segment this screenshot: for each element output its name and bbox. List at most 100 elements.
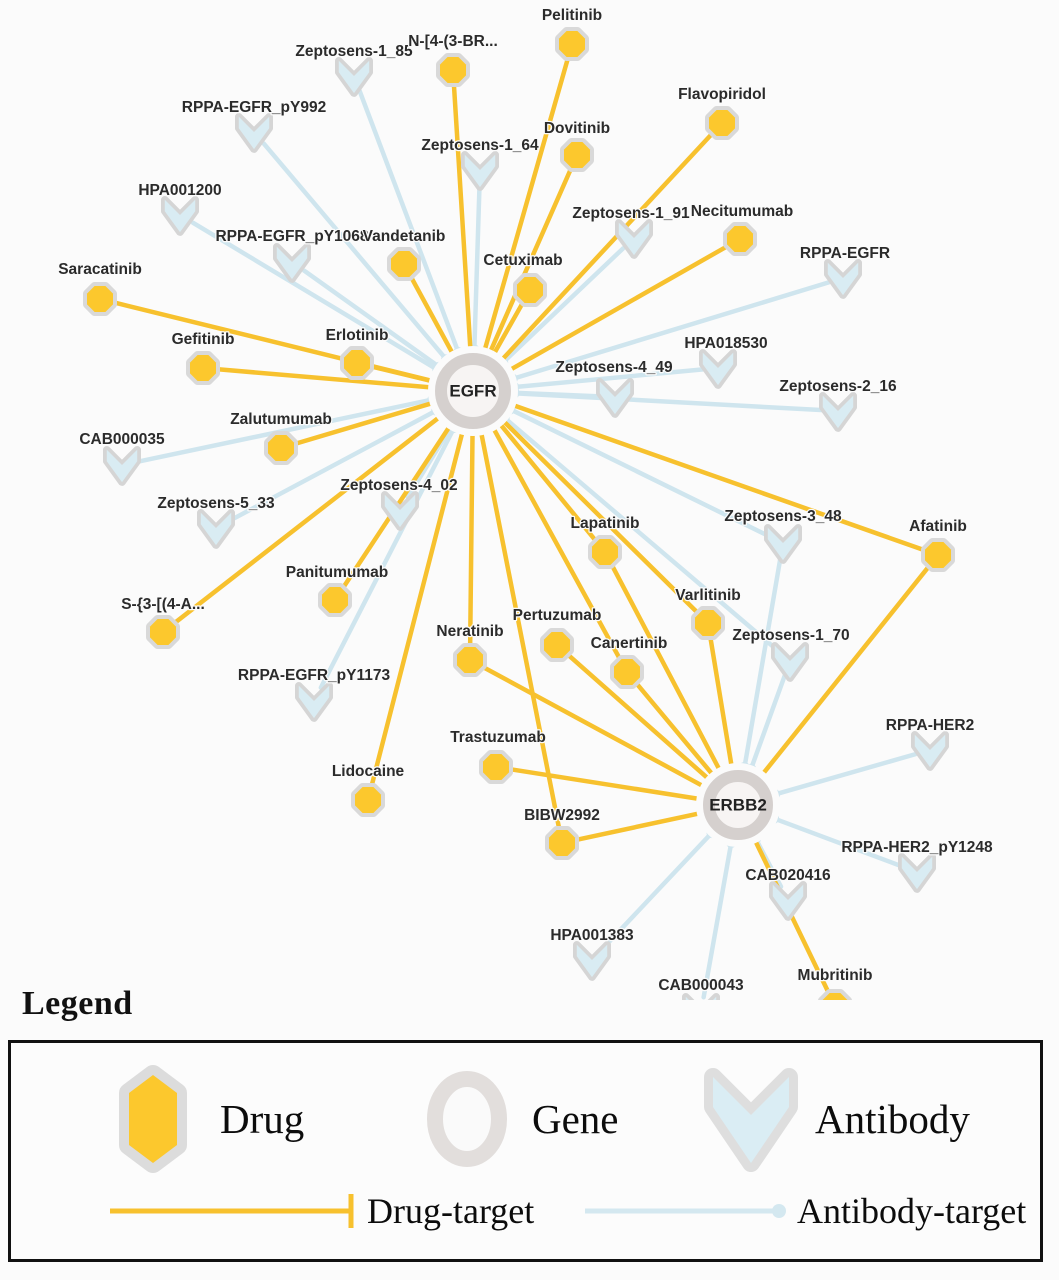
drug-node[interactable] <box>391 251 417 277</box>
antibody-node[interactable] <box>828 263 858 295</box>
drug-node[interactable] <box>564 142 590 168</box>
drug-node-label: Lapatinib <box>571 515 640 532</box>
graph-edge <box>490 424 623 662</box>
drug-octagon-icon <box>119 1065 187 1173</box>
antibody-node[interactable] <box>465 155 495 187</box>
drug-node[interactable] <box>87 286 113 312</box>
drug-node[interactable] <box>190 355 216 381</box>
antibody-node-label: RPPA-EGFR <box>800 245 890 262</box>
drug-node[interactable] <box>544 632 570 658</box>
drug-node[interactable] <box>517 277 543 303</box>
drug-node-label: Mubritinib <box>798 967 873 984</box>
antibody-node[interactable] <box>299 686 329 718</box>
antibody-node[interactable] <box>165 200 195 232</box>
antibody-node-label: HPA001200 <box>138 182 221 199</box>
drug-node[interactable] <box>355 787 381 813</box>
antibody-node[interactable] <box>902 857 932 889</box>
legend-item-antibody-target: Antibody-target <box>581 1188 1026 1234</box>
drug-node[interactable] <box>695 610 721 636</box>
antibody-node[interactable] <box>600 382 630 414</box>
legend-label-antibody: Antibody <box>815 1096 970 1142</box>
antibody-node-label: RPPA-HER2 <box>886 717 974 734</box>
legend-title: Legend <box>22 985 133 1022</box>
graph-edge <box>501 415 781 654</box>
drug-node[interactable] <box>322 587 348 613</box>
drug-node[interactable] <box>925 542 951 568</box>
drug-node[interactable] <box>344 350 370 376</box>
legend-label-drug: Drug <box>220 1096 305 1142</box>
gene-node[interactable] <box>435 353 511 429</box>
legend-box: Drug Gene Antibody <box>8 1040 1043 1262</box>
antibody-node[interactable] <box>823 396 853 428</box>
graph-edge <box>511 367 706 390</box>
graph-edge <box>506 244 730 373</box>
drug-node[interactable] <box>268 435 294 461</box>
gene-circle-icon <box>427 1071 507 1167</box>
graph-edge <box>500 246 626 366</box>
graph-edge <box>574 810 704 843</box>
antibody-node[interactable] <box>915 735 945 767</box>
drug-node-label: Afatinib <box>909 518 967 535</box>
antibody-node-label: Zeptosens-1_85 <box>295 43 413 60</box>
graph-edge <box>480 664 707 790</box>
drug-node-label: Flavopiridol <box>678 86 766 103</box>
legend-item-gene: Gene <box>416 1063 619 1175</box>
drug-node-label: Neratinib <box>436 623 503 640</box>
graph-edge <box>481 56 571 354</box>
graph-edge <box>509 280 831 382</box>
legend-item-drug-target: Drug-target <box>106 1188 534 1234</box>
antibody-node[interactable] <box>703 353 733 385</box>
antibody-node[interactable] <box>107 450 137 482</box>
antibody-node[interactable] <box>339 61 369 93</box>
antibody-node-label: Zeptosens-1_91 <box>572 205 690 222</box>
drug-node[interactable] <box>440 57 466 83</box>
graph-edge <box>369 428 466 788</box>
graph-edge <box>369 364 436 384</box>
graph-edge <box>759 564 931 778</box>
gene-node-label: ERBB2 <box>709 796 767 815</box>
drug-node-label: Saracatinib <box>58 261 142 278</box>
graph-edge <box>708 635 735 770</box>
legend-item-antibody: Antibody <box>701 1063 970 1175</box>
graph-edge <box>261 141 449 362</box>
drug-node[interactable] <box>559 31 585 57</box>
drug-node[interactable] <box>457 647 483 673</box>
nodes-layer[interactable] <box>87 31 951 1000</box>
gene-node[interactable] <box>703 770 773 840</box>
drug-node-label: S-{3-[(4-A... <box>121 596 205 613</box>
drug-node[interactable] <box>614 659 640 685</box>
graph-edge <box>357 87 461 355</box>
antibody-node-label: Zeptosens-4_02 <box>340 477 457 494</box>
drug-node[interactable] <box>483 754 509 780</box>
network-graph-canvas[interactable]: Zeptosens-1_85 RPPA-EGFR_pY992 HPA001200 Ze… <box>0 0 1059 1000</box>
drug-node[interactable] <box>592 539 618 565</box>
legend-label-drug-target: Drug-target <box>367 1191 535 1231</box>
antibody-node-label: HPA018530 <box>684 335 767 352</box>
drug-node-label: Zalutumumab <box>230 411 332 428</box>
drug-node[interactable] <box>549 830 575 856</box>
drug-target-edge-icon <box>110 1194 354 1228</box>
graph-edge <box>496 420 598 543</box>
legend-panel: Legend Drug Gene <box>0 985 1059 1280</box>
antibody-node[interactable] <box>775 646 805 678</box>
graph-edge <box>301 268 442 370</box>
graph-edge <box>478 428 562 831</box>
graph-edge <box>467 429 475 648</box>
antibody-node[interactable] <box>577 945 607 977</box>
antibody-node[interactable] <box>201 513 231 545</box>
drug-node[interactable] <box>727 226 753 252</box>
graph-edge <box>565 652 712 783</box>
antibody-node[interactable] <box>773 885 803 917</box>
graph-edge <box>701 840 734 1000</box>
drug-node[interactable] <box>150 619 176 645</box>
legend-edges-row: Drug-target Antibody-target <box>11 1188 1040 1258</box>
drug-node[interactable] <box>709 110 735 136</box>
graph-edge <box>508 767 703 802</box>
antibody-node[interactable] <box>768 528 798 560</box>
graph-edge <box>742 555 783 770</box>
graph-edge <box>226 408 440 524</box>
drug-node-label: Pertuzumab <box>513 607 602 624</box>
antibody-chevron-icon <box>704 1068 798 1172</box>
antibody-node-label: CAB000043 <box>658 977 744 994</box>
